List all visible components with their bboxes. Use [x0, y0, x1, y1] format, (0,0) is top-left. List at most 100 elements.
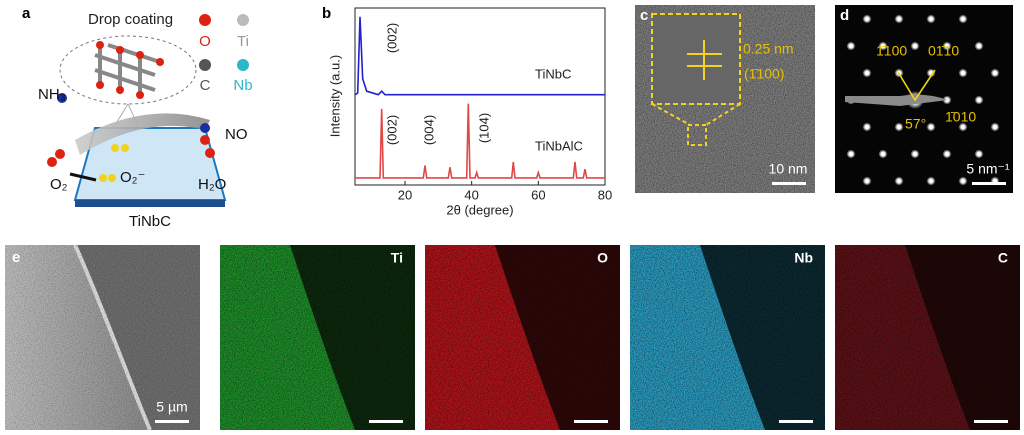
panel-title: Drop coating — [88, 11, 173, 28]
diffraction-spot — [958, 14, 968, 24]
series-label: TiNbAlC — [535, 138, 583, 153]
angle-marker — [897, 69, 936, 102]
legend-marker — [237, 14, 249, 26]
diffraction-spot — [926, 68, 936, 78]
legend-marker — [237, 59, 249, 71]
series-label: TiNbC — [535, 66, 571, 81]
diffraction-spot — [942, 41, 952, 51]
legend-marker — [199, 14, 211, 26]
diffraction-spot — [862, 176, 872, 186]
angle-label: 57° — [905, 116, 926, 132]
diffraction-spot — [942, 149, 952, 159]
scale-bar — [974, 420, 1008, 423]
diffraction-spot — [974, 95, 984, 105]
legend-label: Nb — [233, 77, 252, 94]
zoom-ellipse — [59, 35, 197, 105]
diffraction-spot — [846, 41, 856, 51]
scale-bar — [779, 420, 813, 423]
x-tick-label: 40 — [464, 187, 478, 202]
panel-d: d 1̄100 01̄10 57° 1̄010 5 nm⁻¹ — [835, 5, 1013, 193]
map-texture — [425, 245, 620, 430]
eds-map: C — [835, 245, 1020, 430]
scale-bar — [369, 420, 403, 423]
eds-map: Ti — [220, 245, 415, 430]
panel-c: c 0.25 nm (1̄100) 10 nm — [635, 5, 815, 193]
diffraction-spot — [894, 176, 904, 186]
element-label: O — [597, 250, 608, 266]
hrtem-inset — [651, 13, 741, 105]
peak-label: (002) — [384, 115, 399, 145]
zoom-box — [687, 124, 707, 146]
plot-frame — [354, 7, 606, 186]
peak-label: (002) — [384, 23, 399, 53]
molecule — [57, 93, 67, 103]
diffraction-spot — [958, 122, 968, 132]
y-axis-label: Intensity (a.u.) — [327, 55, 342, 137]
diffraction-spot — [958, 68, 968, 78]
diffraction-spot — [862, 14, 872, 24]
species-label: H₂O — [198, 176, 226, 193]
molecule — [200, 123, 210, 133]
plane-label: 1̄010 — [945, 109, 976, 125]
series-line — [354, 16, 605, 96]
diffraction-spot — [926, 122, 936, 132]
molecule — [200, 135, 210, 145]
sem-texture — [5, 245, 200, 430]
element-label: Nb — [794, 250, 813, 266]
x-tick-label: 80 — [598, 187, 612, 202]
panel-label: b — [322, 5, 331, 22]
map-texture — [835, 245, 1020, 430]
beam-stop — [845, 94, 948, 106]
panel-e: e 5 µm — [5, 244, 200, 431]
peak-label: (004) — [421, 115, 436, 145]
panel-label: d — [840, 7, 849, 24]
molecule — [47, 157, 57, 167]
molecule — [55, 149, 65, 159]
diffraction-spot — [910, 41, 920, 51]
panel-label: c — [640, 7, 648, 24]
plane-label: 1̄100 — [876, 43, 907, 59]
element-label: Ti — [391, 250, 403, 266]
legend-label: Ti — [237, 33, 249, 50]
scale-bar — [574, 420, 608, 423]
series-line — [355, 103, 605, 179]
spacing-label: 0.25 nm — [743, 41, 794, 57]
oxygen-atoms — [96, 41, 164, 99]
panel-label: a — [22, 5, 31, 22]
species-label: O₂ — [50, 176, 68, 193]
scale-bar — [772, 182, 806, 185]
diffraction-spot — [894, 14, 904, 24]
spacing-marker — [687, 40, 722, 80]
panel-label: e — [12, 249, 20, 266]
diffraction-spot — [926, 14, 936, 24]
scale-bar-label: 5 µm — [156, 399, 187, 415]
map-texture — [220, 245, 415, 430]
scale-bar — [155, 420, 189, 423]
diffraction-spot — [862, 122, 872, 132]
electron — [111, 144, 119, 152]
reaction-arrow — [75, 113, 210, 155]
eds-maps: Ti O Nb C — [220, 245, 1020, 430]
substrate-label: TiNbC — [129, 213, 171, 230]
diffraction-spot — [990, 68, 1000, 78]
zoom-line — [651, 103, 741, 126]
diffraction-spot — [974, 41, 984, 51]
panel-a: a Drop coating O Ti C Nb NH₃ NO O₂ O₂⁻ H… — [22, 5, 253, 230]
x-tick-label: 20 — [398, 187, 412, 202]
diffraction-spot — [846, 149, 856, 159]
diffraction-spot — [894, 122, 904, 132]
diffraction-spot — [926, 176, 936, 186]
species-label: NO — [225, 126, 248, 143]
diffraction-spot — [958, 176, 968, 186]
arrow — [69, 172, 97, 182]
map-texture — [630, 245, 825, 430]
scale-bar-label: 10 nm — [769, 161, 808, 177]
electron — [108, 174, 116, 182]
eds-map: Nb — [630, 245, 825, 430]
diffraction-spot — [974, 149, 984, 159]
plane-label: (1̄100) — [744, 66, 784, 82]
element-label: C — [998, 250, 1008, 266]
x-tick-label: 60 — [531, 187, 545, 202]
species-label: O₂⁻ — [120, 169, 145, 186]
